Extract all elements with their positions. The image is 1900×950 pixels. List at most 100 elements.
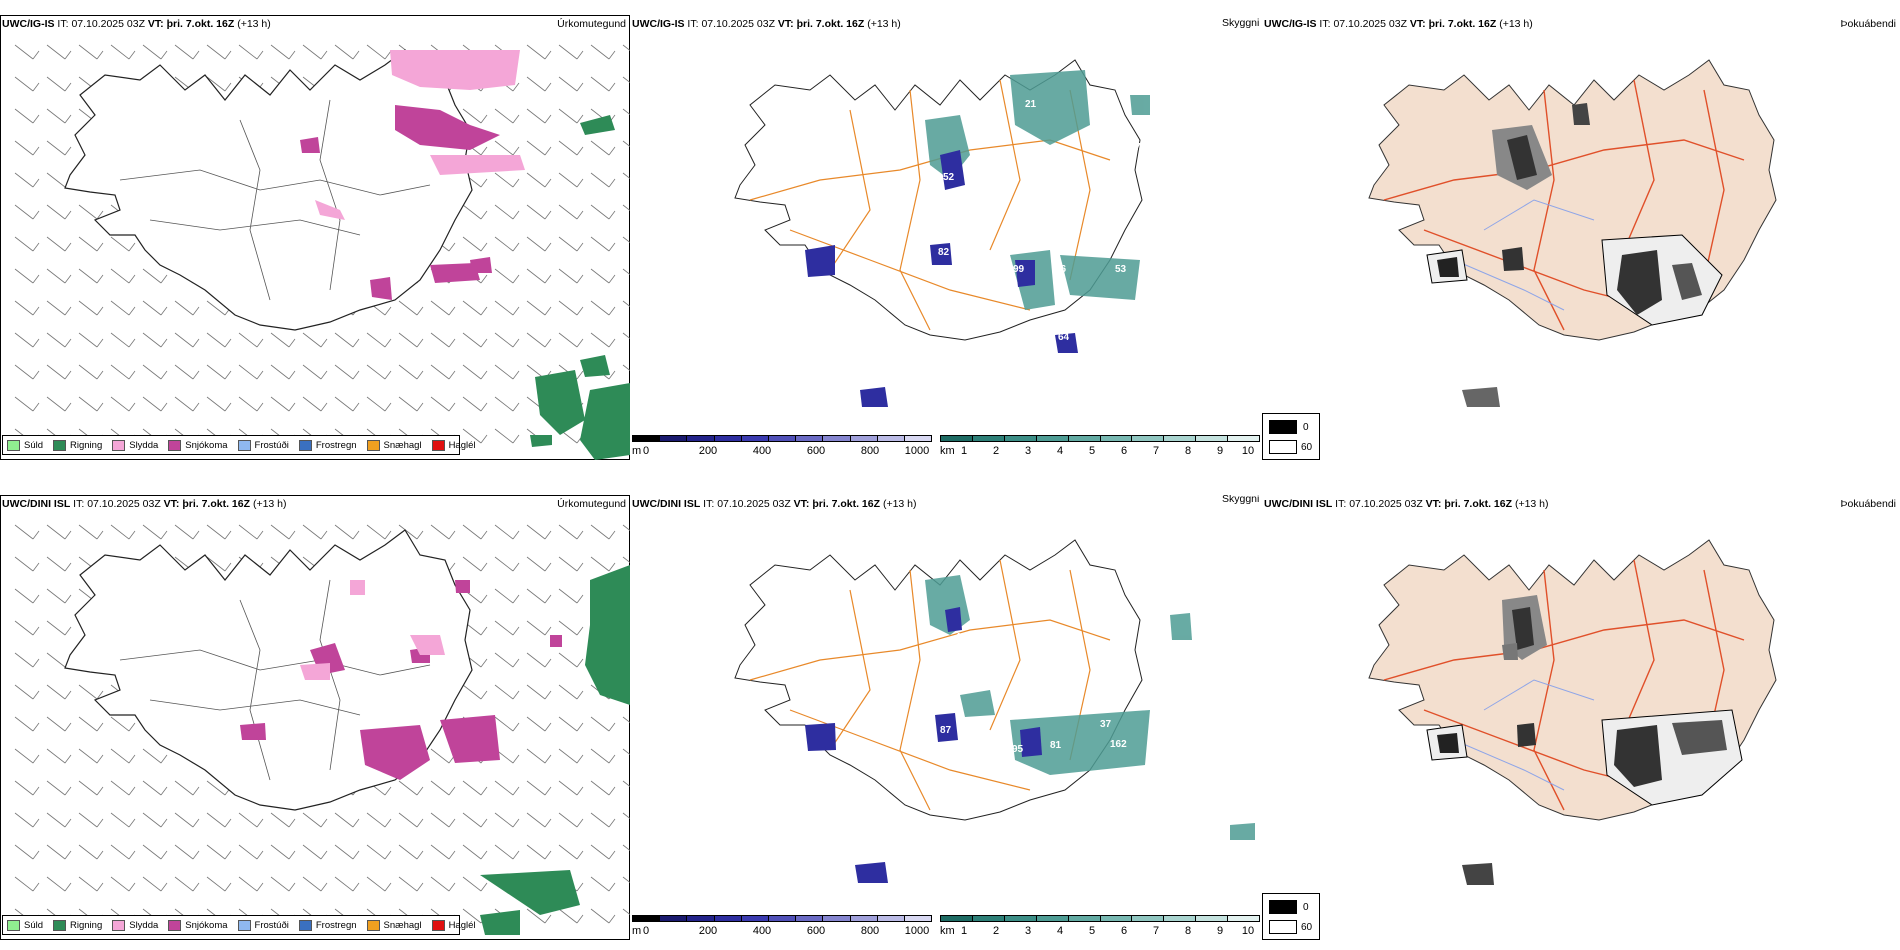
visibility-colorbar-top-swatches xyxy=(940,435,1260,442)
visibility-tick: 6 xyxy=(1120,925,1128,937)
visibility-tick: 8 xyxy=(1184,925,1192,937)
visibility-tick: 4 xyxy=(1056,925,1064,937)
legend-item: Rigning xyxy=(53,919,102,931)
height-labels: 44 24 20 87 95 81 37 162 28 96 xyxy=(848,632,1127,881)
elevation-tick: 200 xyxy=(698,925,718,937)
legend-swatch xyxy=(298,439,312,451)
legend-swatch xyxy=(7,439,20,451)
visibility-tick: 1 xyxy=(960,925,968,937)
elevation-high-areas xyxy=(805,607,1042,883)
fog-legend-value: 0 xyxy=(1303,902,1309,913)
precip-type-label: Úrkomutegund xyxy=(557,498,626,510)
visibility-colorbar-bottom: km 1 2 3 4 5 6 7 8 9 10 xyxy=(940,915,1260,940)
legend-swatch xyxy=(431,439,445,451)
precip-map-bottom xyxy=(14,524,630,935)
legend-swatch xyxy=(168,919,182,931)
visibility-tick: 2 xyxy=(992,445,1000,457)
visibility-tick: 7 xyxy=(1152,445,1160,457)
precip-type-label: Úrkomutegund xyxy=(557,18,626,30)
visibility-tick: 5 xyxy=(1088,445,1096,457)
visibility-tick: 8 xyxy=(1184,445,1192,457)
visibility-colorbar-bottom-swatches xyxy=(940,915,1260,922)
fog-legend-value: 0 xyxy=(1303,422,1309,433)
legend-swatch xyxy=(366,919,380,931)
rain-areas xyxy=(480,565,630,935)
visibility-tick: 9 xyxy=(1216,925,1224,937)
fog-legend-value: 60 xyxy=(1301,442,1313,453)
visibility-tick: 4 xyxy=(1056,445,1064,457)
visibility-tick: 2 xyxy=(992,925,1000,937)
elevation-tick: 200 xyxy=(698,445,718,457)
legend-item: Frostúði xyxy=(237,439,289,451)
visibility-tick: 5 xyxy=(1088,925,1096,937)
height-label: 37 xyxy=(1100,719,1112,730)
precip-map-top xyxy=(14,44,630,460)
height-label: 162 xyxy=(1110,739,1127,750)
elevation-tick: 400 xyxy=(752,925,772,937)
height-label: 72 xyxy=(854,262,866,273)
legend-item: Súld xyxy=(7,439,43,451)
height-label: 23 xyxy=(907,389,919,400)
visibility-tick: 7 xyxy=(1152,925,1160,937)
fog-map-top xyxy=(1368,59,1777,407)
height-label: 96 xyxy=(926,867,938,878)
elevation-unit: m xyxy=(632,445,642,457)
fog-legend-bottom: 0 60 xyxy=(1262,893,1320,940)
visibility-tick: 3 xyxy=(1024,445,1032,457)
elevation-unit: m xyxy=(632,925,642,937)
legend-item: Súld xyxy=(7,919,43,931)
title-bottom-precip: UWC/DINI ISL IT: 07.10.2025 03Z VT: þri.… xyxy=(2,498,287,510)
legend-item: Slydda xyxy=(112,919,158,931)
title-top-visibility: UWC/IG-IS IT: 07.10.2025 03Z VT: þri. 7.… xyxy=(632,18,901,30)
legend-swatch xyxy=(298,919,312,931)
fog-index-label: Þokuábendi xyxy=(1840,498,1896,510)
legend-swatch xyxy=(168,439,182,451)
legend-item: Frostúði xyxy=(237,919,289,931)
fog-swatch-0 xyxy=(1269,900,1297,914)
legend-item: Rigning xyxy=(53,439,102,451)
legend-swatch xyxy=(7,919,20,931)
rain-areas xyxy=(530,115,630,460)
legend-swatch xyxy=(53,439,67,451)
visibility-label: Skyggni xyxy=(1222,17,1260,29)
height-label: 82 xyxy=(938,247,950,258)
height-labels: 21 71 52 11 66 72 82 99 96 53 64 23 76 xyxy=(854,99,1147,400)
elevation-tick: 800 xyxy=(860,445,880,457)
legend-swatch xyxy=(112,919,126,931)
height-label: 66 xyxy=(870,242,882,253)
snow-areas xyxy=(300,105,500,300)
fog-areas xyxy=(1426,595,1743,885)
low-visibility-areas xyxy=(925,575,1255,840)
legend-swatch xyxy=(112,439,126,451)
fog-legend-top: 0 60 xyxy=(1262,413,1320,460)
height-label: 96 xyxy=(1055,264,1067,275)
elevation-colorbar-top: m 0 200 400 600 800 1000 xyxy=(632,435,932,460)
visibility-panel-bottom: 44 24 20 87 95 81 37 162 28 96 UWC/DINI … xyxy=(630,495,1270,940)
legend-swatch xyxy=(53,919,67,931)
title-top-precip: UWC/IG-IS IT: 07.10.2025 03Z VT: þri. 7.… xyxy=(2,18,271,30)
height-label: 44 xyxy=(955,632,967,643)
height-label: 53 xyxy=(1115,264,1127,275)
visibility-tick: 9 xyxy=(1216,445,1224,457)
fog-swatch-60 xyxy=(1269,440,1297,454)
height-label: 81 xyxy=(1050,740,1062,751)
fog-areas xyxy=(1426,103,1723,407)
fog-panel-top: UWC/IG-IS IT: 07.10.2025 03Z VT: þri. 7.… xyxy=(1262,15,1900,460)
fog-index-label: Þokuábendi xyxy=(1840,18,1896,30)
legend-item: Frostregn xyxy=(298,919,357,931)
elevation-tick: 400 xyxy=(752,445,772,457)
elevation-tick: 600 xyxy=(806,925,826,937)
visibility-tick: 1 xyxy=(960,445,968,457)
visibility-panel-top: 21 71 52 11 66 72 82 99 96 53 64 23 76 U… xyxy=(630,15,1270,460)
height-label: 87 xyxy=(940,725,952,736)
precip-legend-bottom: Súld Rigning Slydda Snjókoma Frostúði Fr… xyxy=(2,915,476,935)
visibility-tick: 10 xyxy=(1241,925,1255,937)
legend-swatch xyxy=(366,439,380,451)
elevation-colorbar-bottom: m 0 200 400 600 800 1000 xyxy=(632,915,932,940)
height-label: 11 xyxy=(953,189,964,200)
elevation-colorbar-bottom-swatches xyxy=(632,915,932,922)
sleet-areas xyxy=(300,580,445,680)
elevation-tick: 0 xyxy=(642,925,650,937)
elevation-tick: 0 xyxy=(642,445,650,457)
height-label: 20 xyxy=(848,742,860,753)
